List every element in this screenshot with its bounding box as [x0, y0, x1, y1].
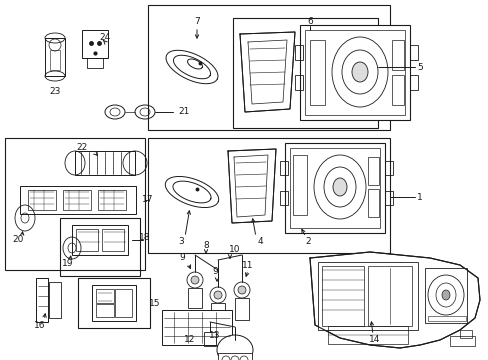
Bar: [305, 30, 404, 115]
Bar: [75, 151, 135, 175]
Text: 9: 9: [212, 267, 218, 276]
Bar: [36, 278, 48, 322]
Bar: [384, 191, 392, 205]
Bar: [459, 330, 471, 338]
Text: 8: 8: [203, 240, 208, 249]
Bar: [20, 186, 136, 214]
Bar: [367, 189, 378, 217]
Bar: [299, 25, 409, 120]
Text: 9: 9: [179, 253, 184, 262]
Bar: [232, 18, 377, 128]
Text: 3: 3: [178, 238, 183, 247]
Bar: [96, 304, 114, 317]
Polygon shape: [240, 32, 294, 112]
Text: 13: 13: [208, 330, 220, 339]
Bar: [98, 190, 126, 210]
Ellipse shape: [191, 276, 199, 284]
Bar: [317, 262, 417, 330]
Ellipse shape: [238, 286, 245, 294]
Text: 21: 21: [178, 108, 189, 117]
Bar: [409, 45, 417, 60]
Bar: [280, 191, 287, 205]
Bar: [162, 310, 231, 345]
Text: 1: 1: [416, 193, 422, 202]
Bar: [92, 285, 136, 321]
Text: 15: 15: [149, 298, 161, 307]
Bar: [5, 138, 145, 270]
Bar: [391, 75, 403, 105]
Bar: [63, 190, 91, 210]
Bar: [321, 266, 363, 326]
Ellipse shape: [332, 178, 346, 196]
Bar: [148, 138, 389, 253]
Bar: [294, 45, 303, 60]
Text: 5: 5: [416, 63, 422, 72]
Text: 10: 10: [229, 246, 240, 255]
Bar: [218, 353, 251, 360]
Text: 11: 11: [242, 261, 253, 270]
Text: 22: 22: [76, 144, 87, 153]
Bar: [102, 229, 124, 251]
Text: 20: 20: [12, 235, 23, 244]
Text: 19: 19: [62, 258, 74, 267]
Bar: [96, 289, 114, 303]
Bar: [427, 316, 465, 321]
Bar: [391, 40, 403, 70]
Bar: [82, 30, 108, 58]
Bar: [115, 289, 132, 317]
Polygon shape: [309, 252, 479, 348]
Text: 24: 24: [99, 33, 110, 42]
Text: 7: 7: [194, 18, 200, 27]
Text: 14: 14: [368, 336, 380, 345]
Text: 12: 12: [183, 336, 195, 345]
Bar: [60, 218, 140, 276]
Ellipse shape: [351, 62, 367, 82]
Bar: [285, 143, 384, 233]
Text: 6: 6: [306, 18, 312, 27]
Bar: [367, 266, 411, 326]
Bar: [309, 40, 325, 105]
Bar: [424, 268, 466, 323]
Bar: [280, 161, 287, 175]
Bar: [210, 303, 224, 323]
Bar: [294, 75, 303, 90]
Bar: [49, 282, 61, 318]
Bar: [203, 332, 216, 346]
Ellipse shape: [441, 290, 449, 300]
Bar: [235, 298, 248, 320]
Text: 17: 17: [142, 195, 153, 204]
Text: 16: 16: [34, 320, 46, 329]
Bar: [289, 148, 379, 228]
Bar: [351, 280, 387, 310]
Bar: [50, 50, 60, 70]
Bar: [87, 58, 103, 68]
Bar: [78, 278, 150, 328]
Ellipse shape: [214, 291, 222, 299]
Bar: [384, 161, 392, 175]
Ellipse shape: [217, 335, 252, 360]
Bar: [449, 336, 474, 346]
Bar: [187, 288, 202, 308]
Bar: [45, 38, 65, 76]
Bar: [28, 190, 56, 210]
Bar: [292, 155, 306, 215]
Text: 4: 4: [257, 238, 262, 247]
Polygon shape: [227, 149, 275, 223]
Bar: [72, 225, 128, 255]
Bar: [148, 5, 389, 130]
Text: 18: 18: [139, 234, 150, 243]
Bar: [327, 326, 407, 344]
Bar: [409, 75, 417, 90]
Bar: [76, 229, 98, 251]
Bar: [367, 157, 378, 185]
Text: 23: 23: [49, 87, 61, 96]
Text: 2: 2: [305, 238, 310, 247]
